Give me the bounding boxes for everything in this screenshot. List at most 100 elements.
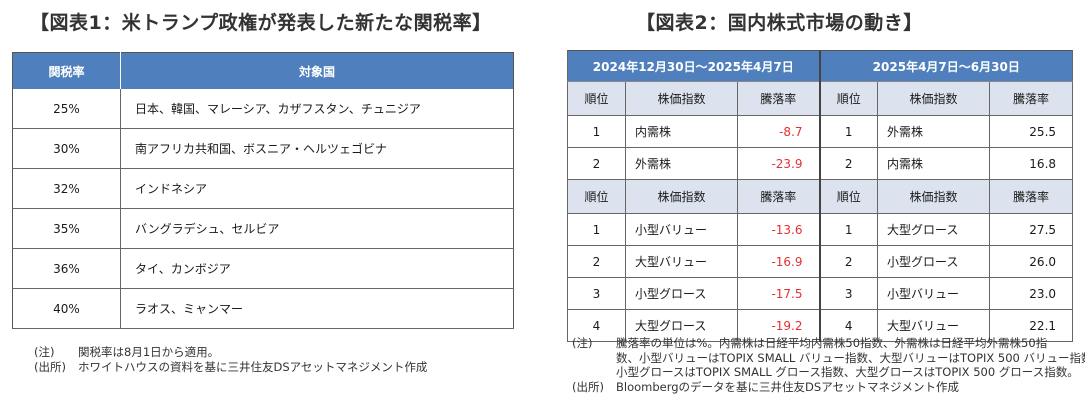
table1-title: 【図表1：米トランプ政権が発表した新たな関税率】 <box>30 12 492 34</box>
header-index: 株価指数 <box>877 81 990 116</box>
change-cell: -16.9 <box>737 245 820 278</box>
note-text: 数、小型バリューはTOPIX SMALL バリュー指数、大型バリューはTOPIX… <box>616 350 1085 365</box>
source-text: Bloombergのデータを基に三井住友DSアセットマネジメント作成 <box>616 379 959 394</box>
countries-cell: タイ、カンボジア <box>120 248 514 289</box>
change-cell: -13.6 <box>737 213 820 246</box>
index-cell: 外需株 <box>877 115 990 148</box>
change-cell: -8.7 <box>737 115 820 148</box>
note-text: 小型グロースはTOPIX SMALL グロース指数、大型グロースはTOPIX 5… <box>616 365 1079 379</box>
index-cell: 大型グロース <box>877 213 990 246</box>
table-row: 36% タイ、カンボジア <box>12 248 514 289</box>
change-cell: 27.5 <box>988 213 1074 246</box>
source-line: (出所) Bloombergのデータを基に三井住友DSアセットマネジメント作成 <box>572 380 1085 395</box>
index-cell: 小型グロース <box>877 245 990 278</box>
index-cell: 小型グロース <box>625 277 738 310</box>
change-cell: 26.0 <box>988 245 1074 278</box>
note-text: 関税率は8月1日から適用。 <box>78 345 220 359</box>
table-row: 4 大型グロース -19.2 4 大型バリュー 22.1 <box>567 309 1074 342</box>
change-cell: 16.8 <box>988 147 1074 180</box>
rank-cell: 1 <box>567 213 626 246</box>
rate-cell: 32% <box>12 168 121 209</box>
header-countries: 対象国 <box>120 52 514 89</box>
rank-cell: 3 <box>818 277 878 310</box>
rank-cell: 3 <box>567 277 626 310</box>
rank-cell: 2 <box>818 147 878 180</box>
index-cell: 大型バリュー <box>625 245 738 278</box>
countries-cell: バングラデシュ、セルビア <box>120 208 514 249</box>
source-text: ホワイトハウスの資料を基に三井住友DSアセットマネジメント作成 <box>78 359 428 374</box>
header-rank: 順位 <box>818 81 878 116</box>
index-cell: 外需株 <box>625 147 738 180</box>
header-change: 騰落率 <box>737 81 820 116</box>
source-label: (出所) <box>572 379 604 394</box>
table-row: 25% 日本、韓国、マレーシア、カザフスタン、チュニジア <box>12 89 514 129</box>
change-cell: 22.1 <box>988 309 1074 342</box>
rank-cell: 1 <box>818 115 878 148</box>
rank-cell: 2 <box>567 147 626 180</box>
index-cell: 内需株 <box>877 147 990 180</box>
table-row: 2 大型バリュー -16.9 2 小型グロース 26.0 <box>567 245 1074 278</box>
period-1: 2024年12月30日～2025年4月7日 <box>567 50 820 82</box>
rate-cell: 25% <box>12 89 121 129</box>
rank-cell: 4 <box>818 309 878 342</box>
table-row: 40% ラオス、ミャンマー <box>12 288 514 329</box>
tariff-table-header: 関税率 対象国 <box>12 52 514 89</box>
note-line: 数、小型バリューはTOPIX SMALL バリュー指数、大型バリューはTOPIX… <box>572 351 1085 366</box>
header-change: 騰落率 <box>988 179 1074 214</box>
change-cell: 25.5 <box>988 115 1074 148</box>
header-rank: 順位 <box>567 179 626 214</box>
table-row: 3 小型グロース -17.5 3 小型バリュー 23.0 <box>567 277 1074 310</box>
table2-notes: (注) 騰落率の単位は%。内需株は日経平均内需株50指数、外需株は日経平均外需株5… <box>572 336 1085 394</box>
note-label: (注) <box>34 345 55 359</box>
table2-title: 【図表2：国内株式市場の動き】 <box>636 12 923 34</box>
change-cell: -17.5 <box>737 277 820 310</box>
rate-cell: 35% <box>12 208 121 249</box>
table-row: 32% インドネシア <box>12 168 514 209</box>
rate-cell: 40% <box>12 288 121 329</box>
header-change: 騰落率 <box>988 81 1074 116</box>
note-line: (注) 関税率は8月1日から適用。 <box>34 345 427 360</box>
header-index: 株価指数 <box>625 81 738 116</box>
change-cell: -23.9 <box>737 147 820 180</box>
header-rank: 順位 <box>567 81 626 116</box>
table-row: 1 内需株 -8.7 1 外需株 25.5 <box>567 115 1074 148</box>
rank-cell: 1 <box>818 213 878 246</box>
rank-cell: 2 <box>818 245 878 278</box>
source-label: (出所) <box>34 359 66 374</box>
tariff-table: 関税率 対象国 25% 日本、韓国、マレーシア、カザフスタン、チュニジア 30% 南… <box>12 52 514 329</box>
countries-cell: ラオス、ミャンマー <box>120 288 514 329</box>
index-cell: 小型バリュー <box>625 213 738 246</box>
column-header-row: 順位 株価指数 騰落率 順位 株価指数 騰落率 <box>567 81 1074 116</box>
rank-cell: 2 <box>567 245 626 278</box>
table-row: 30% 南アフリカ共和国、ボスニア・ヘルツェゴビナ <box>12 128 514 169</box>
note-text: 騰落率の単位は%。内需株は日経平均内需株50指数、外需株は日経平均外需株50指 <box>616 336 1048 350</box>
index-cell: 内需株 <box>625 115 738 148</box>
source-line: (出所) ホワイトハウスの資料を基に三井住友DSアセットマネジメント作成 <box>34 360 427 375</box>
header-index: 株価指数 <box>877 179 990 214</box>
countries-cell: 日本、韓国、マレーシア、カザフスタン、チュニジア <box>120 89 514 129</box>
index-cell: 小型バリュー <box>877 277 990 310</box>
header-rank: 順位 <box>818 179 878 214</box>
table-row: 1 小型バリュー -13.6 1 大型グロース 27.5 <box>567 213 1074 246</box>
market-table: 2024年12月30日～2025年4月7日 2025年4月7日～6月30日 順位… <box>567 50 1074 342</box>
rank-cell: 4 <box>567 309 626 342</box>
rank-cell: 1 <box>567 115 626 148</box>
rate-cell: 36% <box>12 248 121 289</box>
note-line: (注) 騰落率の単位は%。内需株は日経平均内需株50指数、外需株は日経平均外需株5… <box>572 336 1085 351</box>
note-label: (注) <box>572 336 593 350</box>
table-row: 35% バングラデシュ、セルビア <box>12 208 514 249</box>
table1-notes: (注) 関税率は8月1日から適用。 (出所) ホワイトハウスの資料を基に三井住友DS… <box>34 345 427 374</box>
index-cell: 大型バリュー <box>877 309 990 342</box>
countries-cell: インドネシア <box>120 168 514 209</box>
table-row: 2 外需株 -23.9 2 内需株 16.8 <box>567 147 1074 180</box>
rate-cell: 30% <box>12 128 121 169</box>
column-header-row: 順位 株価指数 騰落率 順位 株価指数 騰落率 <box>567 179 1074 214</box>
period-row: 2024年12月30日～2025年4月7日 2025年4月7日～6月30日 <box>567 50 1074 82</box>
change-cell: 23.0 <box>988 277 1074 310</box>
header-change: 騰落率 <box>737 179 820 214</box>
header-rate: 関税率 <box>12 52 121 89</box>
header-index: 株価指数 <box>625 179 738 214</box>
period-2: 2025年4月7日～6月30日 <box>818 50 1074 82</box>
countries-cell: 南アフリカ共和国、ボスニア・ヘルツェゴビナ <box>120 128 514 169</box>
note-line: 小型グロースはTOPIX SMALL グロース指数、大型グロースはTOPIX 5… <box>572 365 1085 380</box>
